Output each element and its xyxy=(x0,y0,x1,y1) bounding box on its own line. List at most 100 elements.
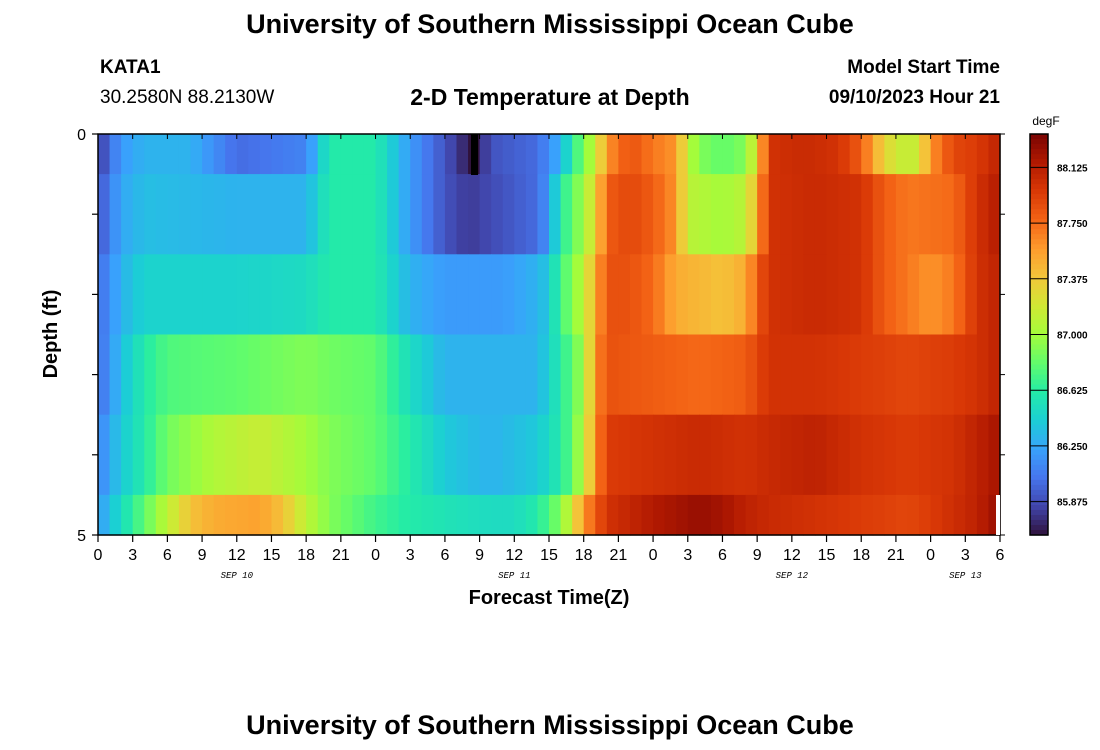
heatmap-cell xyxy=(248,494,261,536)
colorbar-segment xyxy=(1030,264,1048,270)
heatmap-cell xyxy=(398,494,411,536)
heatmap-cell xyxy=(641,414,654,496)
heatmap-cell xyxy=(202,254,215,336)
heatmap-cell xyxy=(919,494,932,536)
heatmap-cell xyxy=(248,254,261,336)
heatmap-cell xyxy=(236,494,249,536)
heatmap-cell xyxy=(259,134,273,175)
heatmap-cell xyxy=(167,494,180,536)
heatmap-cell xyxy=(560,254,573,336)
heatmap-cell xyxy=(560,174,573,255)
colorbar-unit: degF xyxy=(1032,114,1059,128)
colorbar-segment xyxy=(1030,194,1048,200)
heatmap-cell xyxy=(363,494,377,536)
heatmap-cell xyxy=(895,494,909,536)
heatmap-cell xyxy=(144,134,157,175)
heatmap-cell xyxy=(780,254,793,336)
heatmap-cell xyxy=(745,174,758,255)
heatmap-cell xyxy=(537,254,550,336)
heatmap-cell xyxy=(398,414,411,496)
heatmap-cell xyxy=(294,174,307,255)
heatmap-cell xyxy=(699,494,712,536)
heatmap-cell xyxy=(468,494,481,536)
date-label: SEP 12 xyxy=(776,571,809,581)
heatmap-cell xyxy=(664,334,677,416)
colorbar-segment xyxy=(1030,289,1048,295)
heatmap-cell xyxy=(456,334,469,416)
colorbar-segment xyxy=(1030,414,1048,421)
heatmap-cell xyxy=(109,134,122,175)
heatmap-cell xyxy=(433,254,446,336)
x-tick-label: 6 xyxy=(718,547,727,564)
colorbar-segment xyxy=(1030,439,1048,446)
colorbar-segment xyxy=(1030,174,1048,180)
footer-title: University of Southern Mississippi Ocean… xyxy=(246,710,854,740)
colorbar-segment xyxy=(1030,504,1048,511)
heatmap-cell xyxy=(387,174,400,255)
heatmap-cell xyxy=(155,414,168,496)
colorbar-segment xyxy=(1030,369,1048,376)
heatmap-cell xyxy=(456,414,469,496)
x-tick-label: 9 xyxy=(198,547,207,564)
heatmap-cell xyxy=(722,134,735,175)
heatmap-cell xyxy=(271,414,284,496)
heatmap-cell xyxy=(178,174,192,255)
heatmap-cell xyxy=(803,254,816,336)
heatmap-cell xyxy=(861,334,874,416)
heatmap-cell xyxy=(491,414,504,496)
heatmap-cell xyxy=(814,134,828,175)
colorbar-segment xyxy=(1030,424,1048,431)
heatmap-cell xyxy=(676,134,689,175)
heatmap-cell xyxy=(988,414,1001,496)
station-id: KATA1 xyxy=(100,57,161,78)
heatmap-cell xyxy=(502,134,515,175)
colorbar-segment xyxy=(1030,159,1048,165)
heatmap-cell xyxy=(283,134,296,175)
heatmap-cell xyxy=(895,334,909,416)
heatmap-cell xyxy=(595,174,608,255)
heatmap-cell xyxy=(132,494,145,536)
heatmap-cell xyxy=(618,334,631,416)
heatmap-cell xyxy=(549,254,562,336)
heatmap-cell xyxy=(629,174,643,255)
heatmap-cell xyxy=(791,334,805,416)
heatmap-cell xyxy=(884,254,897,336)
colorbar-segment xyxy=(1030,444,1048,451)
x-tick-label: 3 xyxy=(406,547,415,564)
heatmap-cell xyxy=(641,494,654,536)
colorbar-segment xyxy=(1030,469,1048,476)
heatmap-cell xyxy=(225,174,238,255)
heatmap-cell xyxy=(190,174,203,255)
heatmap-cell xyxy=(780,134,793,175)
heatmap-cell xyxy=(618,254,631,336)
heatmap-cell xyxy=(340,494,354,536)
heatmap-cell xyxy=(583,334,596,416)
heatmap-cell xyxy=(930,174,943,255)
heatmap-cell xyxy=(826,334,839,416)
heatmap-cell xyxy=(942,174,955,255)
heatmap-cell xyxy=(178,254,192,336)
x-tick-label: 0 xyxy=(926,547,935,564)
heatmap-cell xyxy=(167,414,180,496)
heatmap-cell xyxy=(907,334,920,416)
heatmap-cell xyxy=(664,414,677,496)
heatmap-cell xyxy=(363,134,377,175)
page-title: University of Southern Mississippi Ocean… xyxy=(246,9,854,39)
colorbar-segment xyxy=(1030,179,1048,185)
heatmap-cell xyxy=(838,134,851,175)
heatmap-cell xyxy=(965,414,978,496)
heatmap-cell xyxy=(421,414,434,496)
colorbar-segment xyxy=(1030,239,1048,245)
heatmap-cell xyxy=(560,134,573,175)
heatmap-cell xyxy=(155,134,168,175)
heatmap-cell xyxy=(872,174,885,255)
heatmap-cell xyxy=(757,174,770,255)
heatmap-cell xyxy=(225,414,238,496)
colorbar-segment xyxy=(1030,134,1048,140)
heatmap-cell xyxy=(167,334,180,416)
heatmap-cell xyxy=(826,254,839,336)
colorbar-segment xyxy=(1030,329,1048,336)
colorbar-segment xyxy=(1030,459,1048,466)
heatmap-cell xyxy=(271,174,284,255)
heatmap-cell xyxy=(317,174,330,255)
